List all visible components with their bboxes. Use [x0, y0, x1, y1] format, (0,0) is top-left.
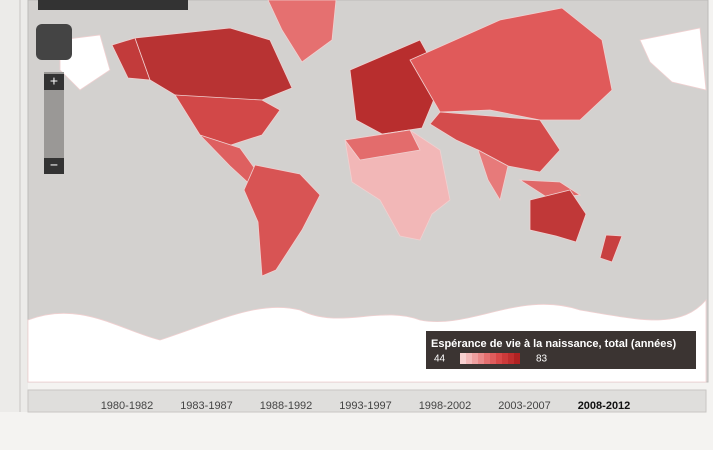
- country: [599, 234, 623, 263]
- timeline-period[interactable]: 2003-2007: [498, 400, 551, 412]
- country: [477, 149, 509, 202]
- legend-swatch: [466, 353, 472, 364]
- timeline-period[interactable]: 1980-1982: [101, 400, 154, 412]
- timeline-period[interactable]: 2008-2012: [578, 400, 631, 412]
- zoom-out-icon: −: [50, 157, 58, 173]
- legend-max: 83: [536, 354, 548, 365]
- legend-swatch: [490, 353, 496, 364]
- legend-swatch: [472, 353, 478, 364]
- zoom-in[interactable]: [44, 74, 64, 90]
- legend-swatch: [508, 353, 514, 364]
- legend-scale: [460, 353, 520, 364]
- legend-swatch: [460, 353, 466, 364]
- legend-swatch: [502, 353, 508, 364]
- timeline-periods: 1980-1982 1983-1987 1988-1992 1993-1997 1998…: [101, 400, 631, 412]
- zoom-in-icon: +: [50, 73, 58, 89]
- zoom-out[interactable]: [44, 158, 64, 174]
- country: [529, 189, 587, 243]
- legend-swatch: [478, 353, 484, 364]
- country: [344, 129, 421, 161]
- timeline-period[interactable]: 1993-1997: [339, 400, 392, 412]
- arctic-islands: [59, 34, 111, 91]
- left-strip: [0, 0, 28, 412]
- arctic-islands: [639, 27, 707, 91]
- country: [267, 0, 337, 63]
- timeline-period[interactable]: 1998-2002: [419, 400, 472, 412]
- zoom-slider[interactable]: [44, 72, 64, 172]
- country: [409, 7, 613, 121]
- legend-swatch: [514, 353, 520, 364]
- legend-min: 44: [434, 354, 446, 365]
- pan-control[interactable]: [36, 24, 72, 60]
- country: [243, 164, 321, 277]
- legend-swatch: [496, 353, 502, 364]
- view-tabs[interactable]: [38, 0, 188, 10]
- legend-swatch: [484, 353, 490, 364]
- timeline-period[interactable]: 1988-1992: [260, 400, 313, 412]
- timeline: [27, 389, 707, 413]
- timeline-period[interactable]: 1983-1987: [180, 400, 233, 412]
- legend-title: Espérance de vie à la naissance, total (…: [431, 338, 677, 350]
